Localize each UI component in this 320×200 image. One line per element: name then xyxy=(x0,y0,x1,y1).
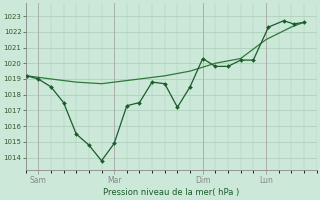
X-axis label: Pression niveau de la mer( hPa ): Pression niveau de la mer( hPa ) xyxy=(103,188,239,197)
